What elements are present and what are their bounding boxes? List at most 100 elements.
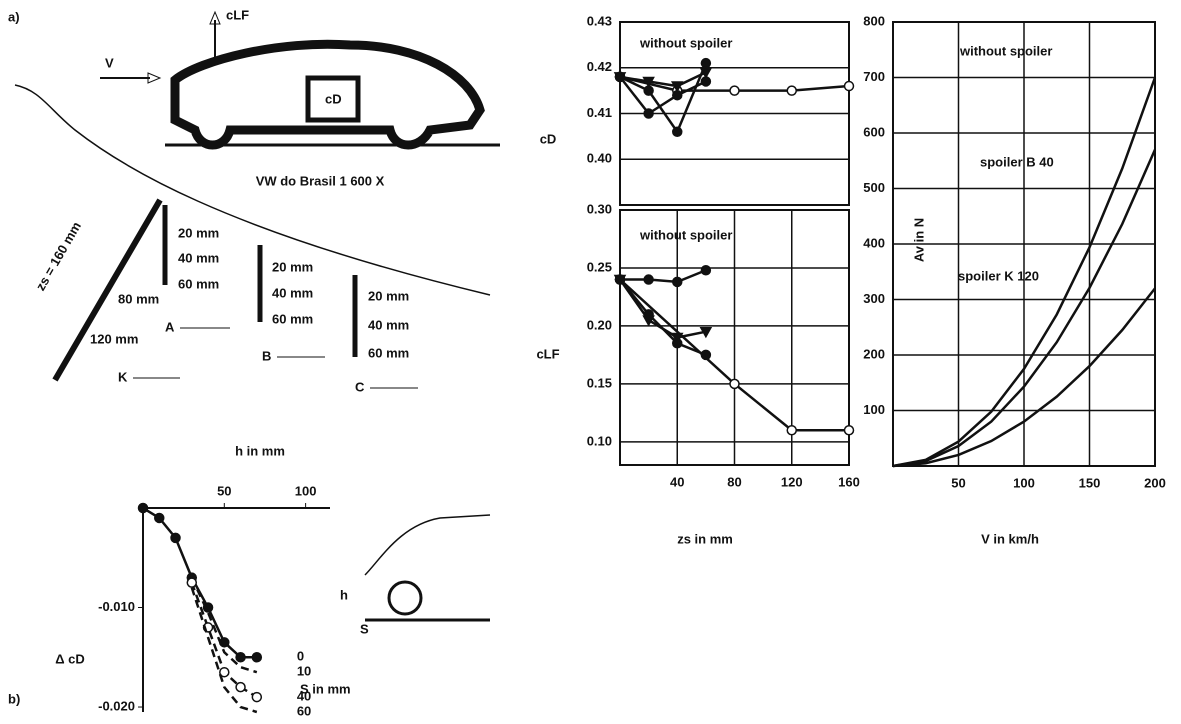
- y-tick-label: 700: [863, 69, 885, 84]
- marker: [786, 85, 797, 96]
- y-tick-label: 0.30: [587, 201, 612, 216]
- depth: 40 mm: [178, 250, 219, 265]
- marker: [251, 652, 263, 663]
- marker: [699, 326, 713, 339]
- x-tick-label: 200: [1144, 475, 1166, 490]
- legend-label: A: [165, 319, 175, 334]
- x-tick-label: 50: [951, 475, 965, 490]
- car-sketch: [364, 514, 491, 576]
- x-tick-label: 100: [1013, 475, 1035, 490]
- h-label: h: [340, 587, 348, 602]
- y-tick-label: 500: [863, 180, 885, 195]
- marker: [643, 85, 654, 96]
- y-tick-label: -0.020: [98, 698, 135, 713]
- x-tick-label: 80: [727, 474, 741, 489]
- marker: [614, 71, 626, 83]
- legend-label: B: [262, 348, 271, 363]
- depth: 120 mm: [90, 331, 138, 346]
- arrow-head: [147, 72, 162, 84]
- marker: [642, 76, 655, 89]
- legend-label: C: [355, 379, 365, 394]
- series-label: spoiler B 40: [980, 154, 1054, 169]
- velocity-label: V: [105, 55, 114, 70]
- line: [190, 577, 258, 674]
- marker: [235, 652, 246, 663]
- car: [170, 39, 485, 150]
- car-name: VW do Brasil 1 600 X: [256, 173, 385, 188]
- y-tick-label: 100: [863, 402, 885, 417]
- drag-label: cD: [325, 91, 342, 106]
- line: [619, 278, 707, 357]
- underbody-contour: [14, 84, 491, 296]
- marker: [251, 691, 263, 703]
- marker: [670, 332, 684, 345]
- marker: [170, 532, 181, 544]
- line: [619, 278, 849, 432]
- series-label: spoiler K 120: [958, 268, 1039, 283]
- diagram: a) b) cD VW do Brasil 1 600 X cLF V zs =…: [8, 7, 500, 706]
- x-tick-label: 160: [838, 474, 860, 489]
- depth: 40 mm: [368, 317, 409, 332]
- line: [620, 269, 707, 284]
- marker: [729, 378, 740, 390]
- line: [619, 76, 707, 116]
- line: [142, 506, 257, 659]
- marker: [235, 681, 246, 693]
- x-axis-label: V in km/h: [981, 531, 1039, 546]
- marker: [643, 108, 654, 119]
- line: [619, 62, 708, 135]
- marker: [843, 80, 855, 92]
- y-axis-label: Av in N: [911, 218, 926, 262]
- line: [892, 287, 1156, 468]
- marker: [670, 81, 684, 93]
- series-label: 0: [297, 649, 304, 664]
- y-tick-label: 0.25: [587, 259, 612, 274]
- wheel: [387, 580, 423, 616]
- x-tick-label: 100: [295, 483, 317, 498]
- drag-box: [305, 75, 361, 123]
- depth: 20 mm: [368, 288, 409, 303]
- y-axis-label: cLF: [536, 346, 559, 361]
- marker: [137, 502, 149, 514]
- x-tick-label: 40: [670, 474, 684, 489]
- marker: [729, 85, 740, 96]
- line: [619, 71, 707, 88]
- y-tick-label: -0.010: [98, 599, 135, 614]
- line: [892, 149, 1157, 468]
- marker: [154, 512, 165, 524]
- marker: [700, 57, 712, 69]
- x-tick-label: 150: [1079, 475, 1101, 490]
- marker: [219, 666, 230, 678]
- y-tick-label: 0.41: [587, 105, 612, 120]
- y-axis-label: cD: [540, 131, 557, 146]
- y-tick-label: 300: [863, 291, 885, 306]
- line: [892, 77, 1157, 468]
- depth: 20 mm: [178, 225, 219, 240]
- y-axis-label: Δ cD: [55, 651, 85, 666]
- y-tick-label: 400: [863, 235, 885, 250]
- y-tick-label: 0.40: [587, 151, 612, 166]
- depth: 80 mm: [118, 291, 159, 306]
- series-label: without spoiler: [639, 35, 732, 50]
- series-label: without spoiler: [639, 227, 732, 242]
- annotation: S in mm: [300, 681, 351, 696]
- depth: 60 mm: [272, 311, 313, 326]
- series-label: 60: [297, 703, 311, 718]
- x-axis-label: h in mm: [235, 443, 285, 458]
- panel-label: b): [8, 691, 20, 706]
- marker: [786, 424, 797, 436]
- zs-label: zs = 160 mm: [33, 219, 84, 293]
- marker: [186, 577, 198, 588]
- y-tick-label: 200: [863, 346, 885, 361]
- y-tick-label: 0.20: [587, 317, 612, 332]
- s-label: S: [360, 621, 369, 636]
- line: [190, 587, 258, 714]
- marker: [672, 126, 683, 138]
- y-tick-label: 0.43: [587, 13, 612, 28]
- depth: 60 mm: [178, 276, 219, 291]
- y-tick-label: 600: [863, 124, 885, 139]
- marker: [614, 274, 626, 285]
- panel-label: a): [8, 9, 20, 24]
- lift-label: cLF: [226, 7, 249, 22]
